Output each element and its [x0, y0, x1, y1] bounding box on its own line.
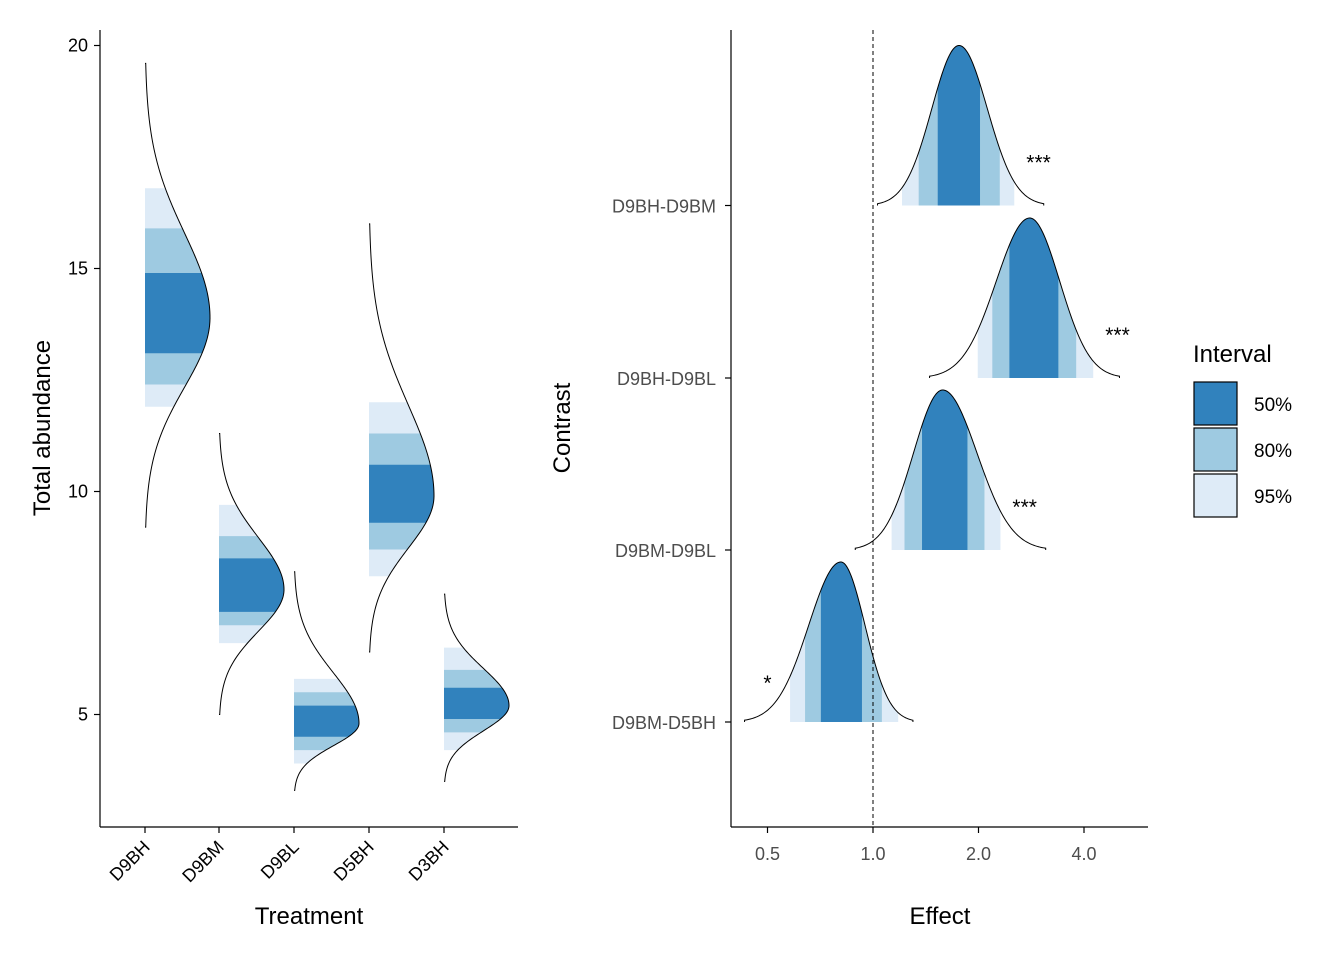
left-x-ticks: D9BH D9BM D9BL D5BH D3BH	[106, 827, 453, 886]
d9bm-d5bh-ci50-band	[820, 562, 862, 722]
left-y-ticks: 5 10 15 20	[68, 36, 100, 725]
left-y-tick-label: 15	[68, 259, 88, 279]
right-x-axis-title: Effect	[910, 903, 971, 930]
d9bm-density-outline	[219, 433, 285, 715]
d5bh-density-outline	[369, 223, 435, 653]
legend-swatch	[1193, 381, 1238, 426]
legend-title: Interval	[1193, 341, 1272, 368]
left-x-tick-label: D9BM	[178, 837, 228, 887]
treatment-abundance-panel: 5 10 15 20 D9BH D9BM D9BL D5BH D3BH Treatment T…	[29, 30, 518, 930]
significance-label: *	[763, 672, 771, 695]
d5bh-ci50-band	[369, 464, 434, 523]
legend-swatch	[1193, 427, 1238, 472]
left-y-tick-label: 10	[68, 482, 88, 502]
right-y-tick-label: D9BH-D9BM	[612, 197, 716, 217]
right-x-tick-label: 1.0	[860, 844, 885, 864]
right-y-axis-title: Contrast	[549, 382, 576, 473]
legend-label: 95%	[1254, 487, 1292, 508]
d9bh-ci50-band	[145, 272, 210, 354]
right-y-ticks: D9BH-D9BM D9BH-D9BL D9BM-D9BL D9BM-D5BH	[612, 197, 731, 733]
left-y-axis-title: Total abundance	[29, 340, 56, 516]
contrast-effect-panel: ********** D9BH-D9BMD9BH-D9BLD9BM-D9BLD9…	[549, 30, 1148, 930]
right-y-tick-label: D9BM-D5BH	[612, 713, 716, 733]
d9bh-density-outline	[145, 62, 211, 528]
right-x-tick-label: 0.5	[755, 844, 780, 864]
legend-label: 80%	[1254, 441, 1292, 462]
d3bh-ci50-band	[444, 687, 509, 719]
d9bh-d9bm-density-outline	[876, 45, 1045, 206]
d9bl-density-outline	[294, 571, 360, 791]
d9bh-d9bl-ci50-band	[1009, 218, 1059, 378]
d9bm-d9bl-density-outline	[854, 389, 1047, 550]
legend-swatch	[1193, 473, 1238, 518]
left-y-tick-label: 20	[68, 36, 88, 56]
legend-items: 50% 80% 95%	[1193, 381, 1292, 518]
d9bh-d9bl-density-outline	[929, 217, 1120, 378]
d9bh-d9bm-ci50-band	[937, 45, 981, 206]
significance-label: ***	[1026, 152, 1051, 175]
left-x-tick-label: D3BH	[405, 837, 453, 885]
interval-legend: Interval 50% 80% 95%	[1193, 341, 1292, 518]
d9bm-d5bh-density-outline	[744, 561, 914, 722]
left-x-axis-title: Treatment	[255, 903, 364, 930]
left-x-tick-label: D9BL	[257, 837, 303, 883]
right-y-tick-label: D9BH-D9BL	[617, 369, 716, 389]
significance-label: ***	[1012, 496, 1037, 519]
right-x-tick-label: 4.0	[1071, 844, 1096, 864]
d9bm-d9bl-ci50-band	[922, 390, 968, 550]
contrast-density-layer: **********	[744, 45, 1130, 722]
legend-label: 50%	[1254, 395, 1292, 416]
significance-label: ***	[1105, 324, 1130, 347]
right-y-tick-label: D9BM-D9BL	[615, 541, 716, 561]
d9bl-ci50-band	[294, 705, 359, 737]
left-y-tick-label: 5	[78, 705, 88, 725]
left-x-tick-label: D5BH	[330, 837, 378, 885]
d3bh-density-outline	[444, 593, 510, 782]
d9bm-ci50-band	[219, 558, 284, 612]
treatment-density-layer	[145, 62, 510, 791]
right-x-tick-label: 2.0	[966, 844, 991, 864]
right-x-ticks: 0.5 1.0 2.0 4.0	[755, 827, 1097, 864]
left-x-tick-label: D9BH	[106, 837, 154, 885]
